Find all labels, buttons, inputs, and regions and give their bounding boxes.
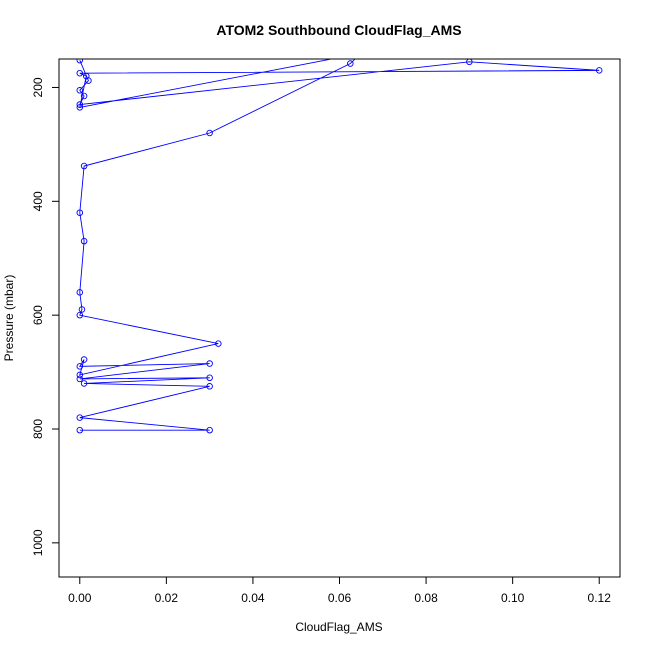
y-tick-label: 1000: [31, 529, 45, 556]
x-tick-label: 0.12: [588, 591, 612, 605]
data-point: [76, 69, 84, 77]
data-point: [206, 383, 213, 390]
x-axis: 0.00 0.02 0.04 0.06 0.08 0.10 0.12: [68, 577, 611, 605]
series-line: [78, 59, 600, 431]
data-point: [76, 363, 84, 370]
series-layer: [76, 51, 603, 434]
x-tick-label: 0.10: [501, 591, 525, 605]
data-point: [76, 104, 84, 111]
data-point: [80, 162, 88, 170]
data-point: [78, 306, 86, 313]
data-point: [206, 374, 213, 382]
data-point: [83, 72, 90, 80]
y-tick-label: 600: [31, 305, 45, 325]
data-point: [347, 60, 354, 67]
data-point: [358, 51, 364, 57]
data-point: [76, 289, 84, 296]
y-axis-label: Pressure (mbar): [2, 275, 16, 362]
x-tick-label: 0.02: [155, 591, 179, 605]
data-point: [206, 360, 213, 367]
plot-frame: [58, 58, 621, 578]
data-point: [206, 129, 213, 137]
data-point: [76, 414, 84, 421]
y-tick-label: 200: [31, 77, 45, 97]
data-point: [466, 59, 473, 66]
data-point: [76, 101, 84, 108]
data-point: [76, 375, 84, 383]
data-point: [80, 356, 88, 363]
x-tick-label: 0.08: [414, 591, 438, 605]
x-tick-label: 0.06: [328, 591, 352, 605]
y-tick-label: 400: [31, 191, 45, 211]
data-point: [76, 59, 84, 64]
x-axis-label: CloudFlag_AMS: [295, 620, 382, 634]
data-point: [215, 340, 222, 347]
data-point: [76, 209, 84, 216]
data-point: [80, 380, 88, 387]
data-point: [76, 371, 84, 379]
data-point: [76, 87, 84, 94]
data-point: [80, 237, 88, 245]
data-point: [595, 67, 603, 74]
data-point: [76, 426, 84, 434]
y-tick-label: 800: [31, 419, 45, 439]
y-axis: 200 400 600 800 1000: [31, 77, 59, 556]
data-point: [76, 311, 84, 319]
x-tick-label: 0.00: [68, 591, 92, 605]
chart-title: ATOM2 Southbound CloudFlag_AMS: [216, 22, 461, 38]
x-tick-label: 0.04: [241, 591, 265, 605]
data-point: [206, 426, 213, 434]
data-point: [80, 92, 88, 100]
